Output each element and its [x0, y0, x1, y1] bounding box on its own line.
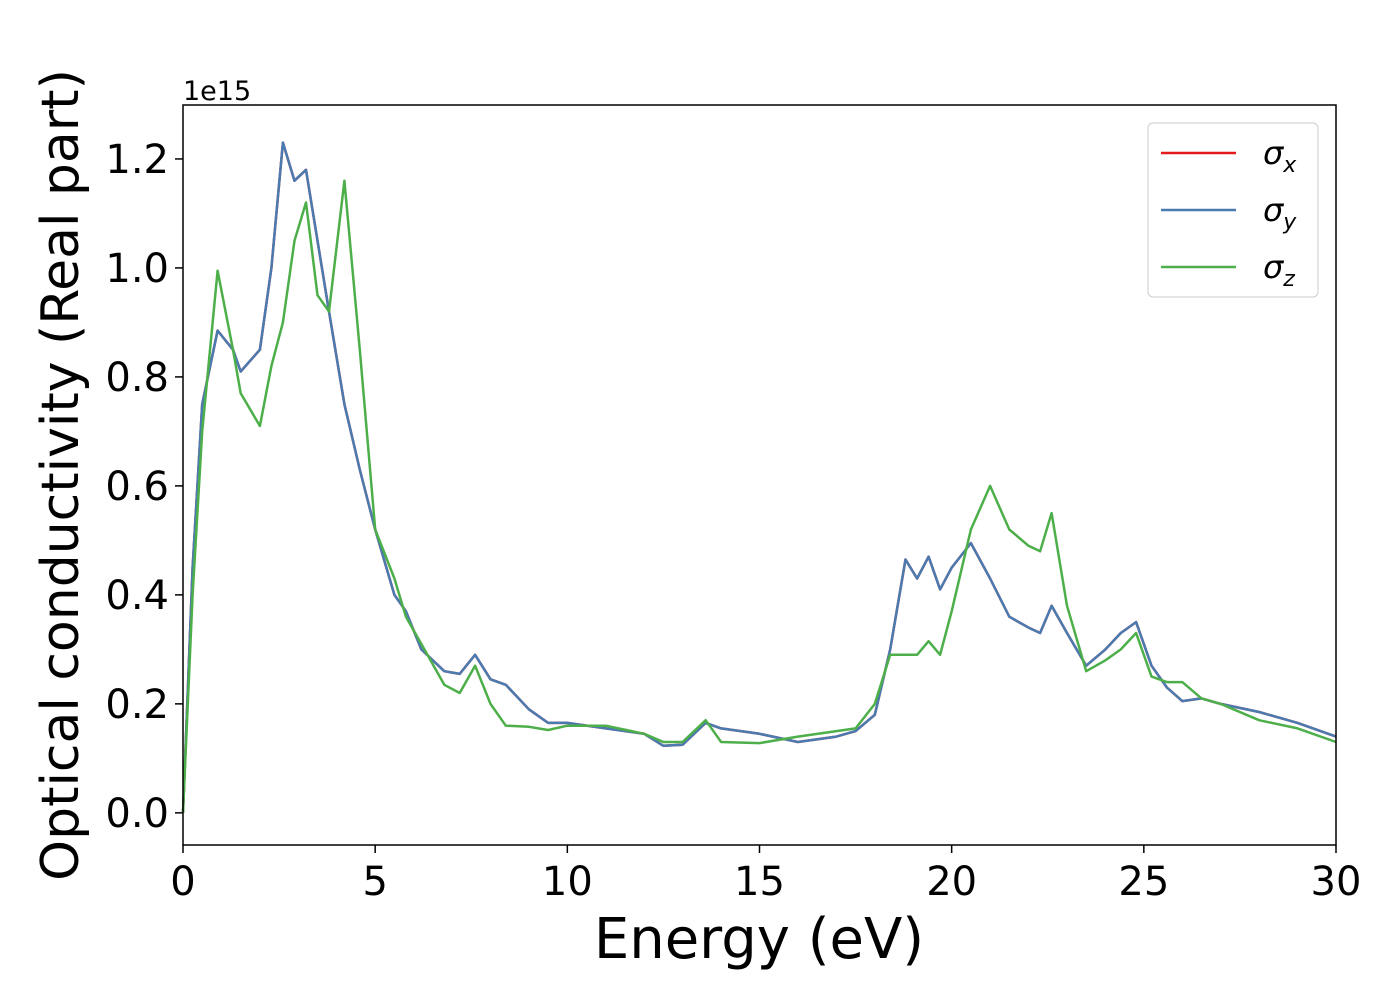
x-tick-label: 0: [170, 859, 195, 905]
legend: σx σy σz: [1147, 122, 1319, 298]
x-tick-label: 20: [926, 859, 977, 905]
y-tick-label: 0.8: [105, 355, 169, 401]
y-tick-label: 0.0: [105, 791, 169, 837]
x-tick-label: 15: [734, 859, 785, 905]
plot-frame: [182, 104, 1337, 846]
y-offset-label: 1e15: [183, 76, 251, 107]
y-tick-label: 1.2: [105, 137, 169, 183]
series-line: [181, 141, 1337, 813]
x-tick-label: 30: [1311, 859, 1362, 905]
series-line: [181, 179, 1337, 813]
legend-label: σy: [1263, 191, 1297, 235]
legend-label: σx: [1263, 134, 1297, 178]
x-tick-label: 25: [1118, 859, 1169, 905]
y-tick-label: 0.6: [105, 464, 169, 510]
y-tick-label: 1.0: [105, 246, 169, 292]
y-tick-label: 0.2: [105, 682, 169, 728]
x-axis-label: Energy (eV): [594, 907, 924, 972]
y-tick-label: 0.4: [105, 573, 169, 619]
y-axis-label: Optical conductivity (Real part): [31, 69, 91, 881]
x-tick-label: 10: [542, 859, 593, 905]
x-tick-label: 5: [362, 859, 387, 905]
legend-label: σz: [1263, 248, 1295, 292]
